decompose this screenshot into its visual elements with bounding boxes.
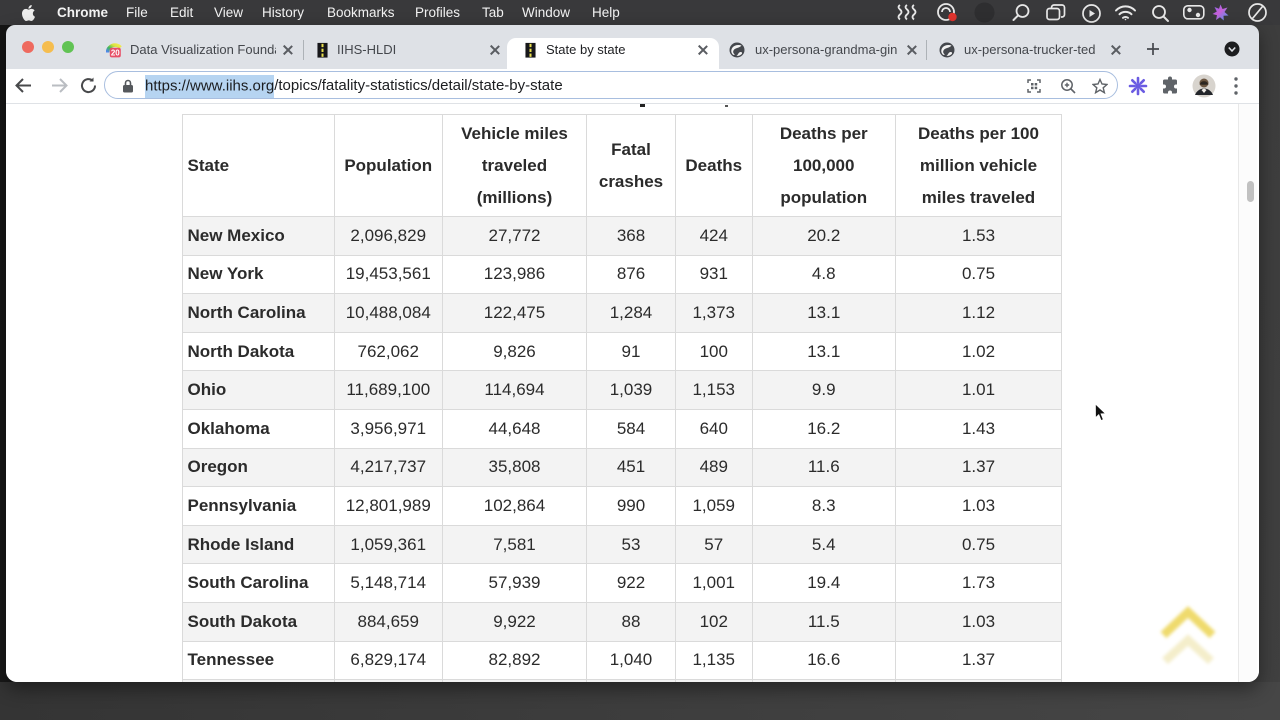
svg-text:20: 20 [111, 48, 120, 57]
